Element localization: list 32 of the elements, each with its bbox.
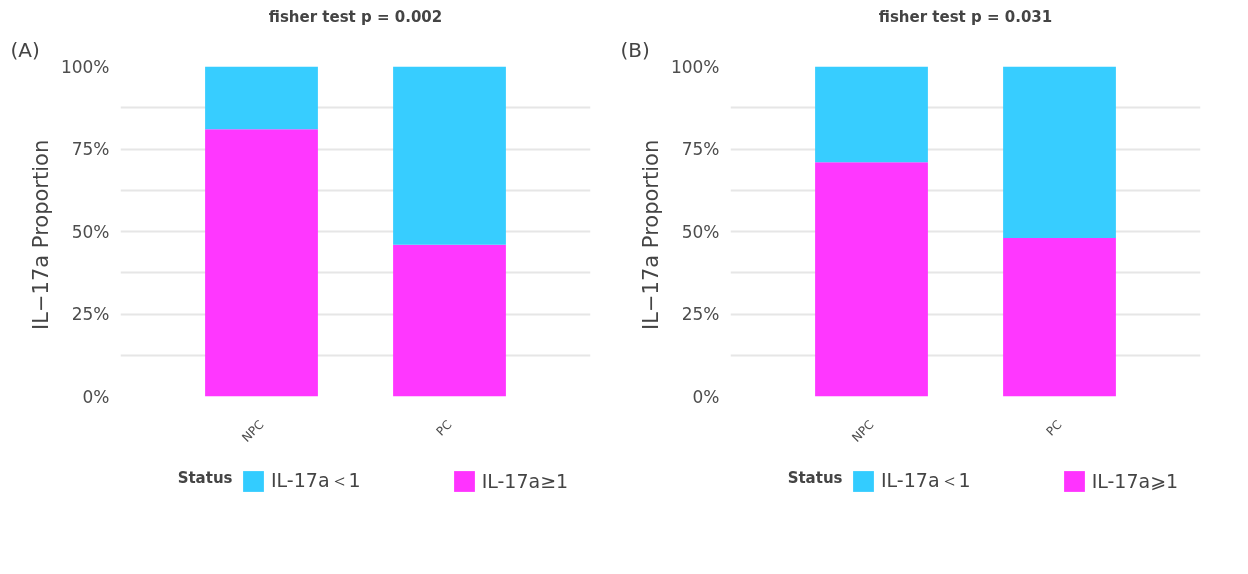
- y-tick-label: 25%: [71, 304, 110, 324]
- bar: [815, 162, 928, 397]
- legend-title: Status: [787, 468, 843, 487]
- bar: [1003, 238, 1116, 397]
- bar: [393, 244, 506, 397]
- y-tick-label: 50%: [71, 221, 110, 242]
- x-tick-label: PC: [433, 417, 455, 439]
- bar: [1003, 66, 1116, 239]
- legend-label: IL-17a＜1: [881, 468, 971, 493]
- chart-title: fisher test p = 0.002: [268, 7, 443, 26]
- legend-label: IL-17a≥1: [481, 470, 569, 492]
- y-tick-label: 0%: [82, 386, 110, 407]
- y-tick-label: 50%: [681, 221, 720, 242]
- legend-label: IL-17a⩾1: [1091, 470, 1179, 492]
- legend-label: IL-17a＜1: [271, 468, 361, 493]
- y-tick-label: 0%: [692, 386, 720, 407]
- legend-title: Status: [177, 468, 233, 487]
- y-axis-title: IL−17a Proportion: [28, 139, 53, 330]
- y-tick-label: 75%: [681, 139, 720, 159]
- bar: [393, 66, 506, 245]
- y-tick-label: 100%: [60, 56, 110, 77]
- x-tick-label: PC: [1043, 417, 1065, 439]
- chart-title: fisher test p = 0.031: [878, 7, 1053, 26]
- y-tick-label: 100%: [670, 56, 720, 77]
- y-tick-label: 75%: [71, 139, 110, 159]
- bar: [815, 66, 928, 163]
- y-tick-label: 25%: [681, 304, 720, 324]
- bar: [205, 66, 318, 130]
- text: (A): [10, 37, 40, 62]
- bar: [205, 129, 318, 397]
- text: (B): [620, 37, 650, 62]
- y-axis-title: IL−17a Proportion: [638, 139, 663, 330]
